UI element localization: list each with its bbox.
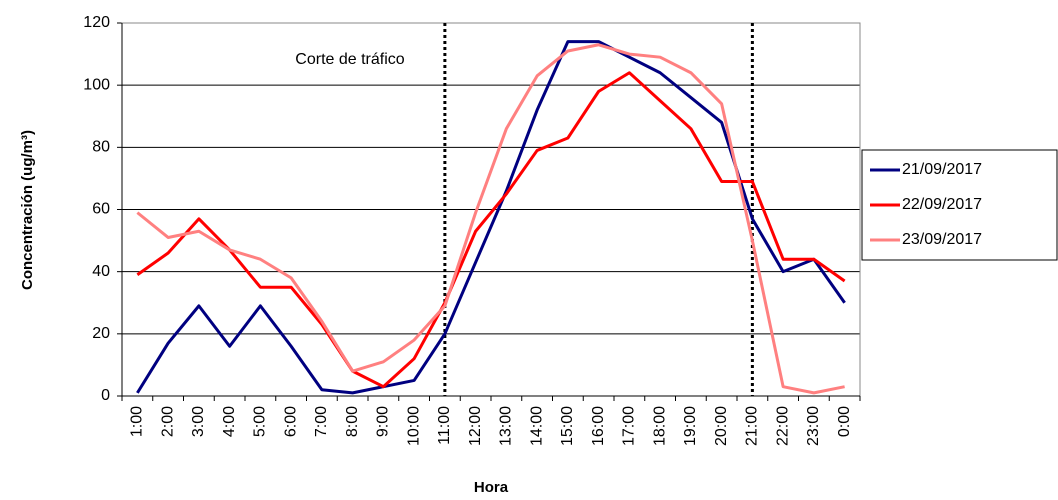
x-tick-label: 2:00 <box>159 406 176 437</box>
x-tick-label: 18:00 <box>651 406 668 446</box>
x-tick-label: 3:00 <box>190 406 207 437</box>
x-tick-label: 9:00 <box>375 406 392 437</box>
x-tick-label: 14:00 <box>528 406 545 446</box>
x-tick-label: 22:00 <box>774 406 791 446</box>
y-tick-label: 80 <box>92 139 110 156</box>
x-tick-label: 5:00 <box>252 406 269 437</box>
x-tick-label: 20:00 <box>713 406 730 446</box>
x-tick-label: 0:00 <box>836 406 853 437</box>
y-tick-label: 100 <box>83 76 110 93</box>
y-tick-label: 60 <box>92 201 110 218</box>
y-tick-label: 120 <box>83 14 110 31</box>
x-tick-label: 23:00 <box>805 406 822 446</box>
x-tick-label: 13:00 <box>498 406 515 446</box>
legend-label: 21/09/2017 <box>902 161 982 178</box>
y-axis-label: Concentración (ug/m³) <box>19 130 36 290</box>
x-tick-label: 15:00 <box>559 406 576 446</box>
y-tick-label: 40 <box>92 263 110 280</box>
series-line <box>136 43 845 395</box>
x-tick-label: 16:00 <box>590 406 607 446</box>
y-tick-label: 20 <box>92 325 110 342</box>
legend-label: 22/09/2017 <box>902 196 982 213</box>
x-tick-label: 21:00 <box>744 406 761 446</box>
x-tick-label: 6:00 <box>282 406 299 437</box>
x-tick-label: 7:00 <box>313 406 330 437</box>
x-tick-label: 17:00 <box>621 406 638 446</box>
x-tick-label: 19:00 <box>682 406 699 446</box>
y-tick-label: 0 <box>101 387 110 404</box>
annotation: Corte de tráfico <box>295 51 404 68</box>
x-tick-label: 11:00 <box>436 406 453 445</box>
x-tick-label: 1:00 <box>129 406 146 437</box>
x-axis-label: Hora <box>474 479 509 496</box>
series-line <box>136 71 846 389</box>
x-tick-label: 4:00 <box>221 406 238 437</box>
x-tick-label: 8:00 <box>344 406 361 437</box>
x-tick-label: 12:00 <box>467 406 484 446</box>
legend-label: 23/09/2017 <box>902 231 982 248</box>
x-tick-label: 10:00 <box>405 406 422 446</box>
series-line <box>136 40 846 395</box>
